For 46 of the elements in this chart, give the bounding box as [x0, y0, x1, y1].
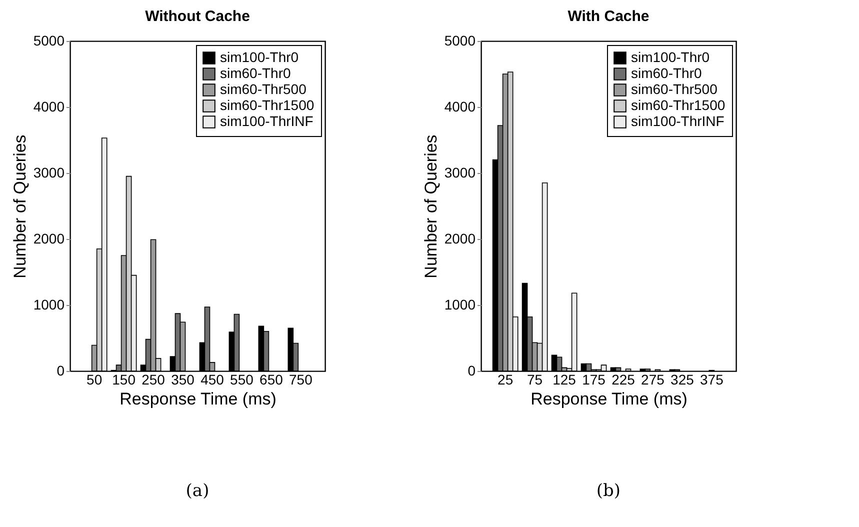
y-axis-title: Number of Queries: [421, 134, 440, 278]
x-tick-label: 50: [86, 372, 102, 388]
x-tick-label: 250: [142, 372, 166, 388]
x-tick-label: 550: [230, 372, 254, 388]
y-tick-label: 4000: [33, 98, 65, 114]
y-tick-label: 1000: [33, 296, 65, 312]
legend-label: sim100-ThrINF: [220, 113, 314, 129]
x-tick-label: 450: [200, 372, 224, 388]
y-tick-label: 3000: [33, 164, 65, 180]
x-tick-label: 650: [260, 372, 284, 388]
x-tick-label: 275: [641, 372, 665, 388]
x-tick-label: 175: [582, 372, 606, 388]
chart-title: With Cache: [568, 8, 650, 25]
y-tick-label: 0: [56, 362, 65, 378]
legend-label: sim60-Thr1500: [220, 97, 314, 113]
text: (b): [596, 481, 621, 501]
x-axis-title: Response Time (ms): [120, 390, 276, 408]
y-tick-label: 1000: [444, 296, 476, 312]
x-tick-label: 350: [171, 372, 195, 388]
chart-title: Without Cache: [145, 8, 250, 25]
y-tick-label: 5000: [33, 32, 65, 48]
x-tick-label: 375: [700, 372, 724, 388]
y-axis-title: Number of Queries: [10, 134, 30, 278]
x-tick-label: 750: [289, 372, 313, 388]
text: (a): [186, 481, 210, 501]
legend-label: sim60-Thr1500: [631, 97, 726, 113]
legend-label: sim60-Thr500: [631, 81, 718, 97]
legend-label: sim100-Thr0: [220, 49, 299, 65]
y-tick-label: 4000: [444, 98, 476, 114]
x-tick-label: 325: [670, 372, 694, 388]
legend-label: sim60-Thr0: [631, 65, 702, 81]
legend-label: sim60-Thr0: [220, 65, 292, 81]
legend-label: sim60-Thr500: [220, 81, 307, 97]
x-tick-label: 25: [498, 372, 514, 388]
x-tick-label: 125: [552, 372, 576, 388]
y-tick-label: 5000: [444, 32, 476, 48]
x-tick-label: 225: [612, 372, 636, 388]
legend-label: sim100-Thr0: [631, 49, 710, 65]
legend-label: sim100-ThrINF: [631, 113, 724, 129]
x-tick-label: 75: [527, 372, 543, 388]
y-tick-label: 2000: [444, 230, 476, 246]
x-axis-title: Response Time (ms): [530, 390, 688, 408]
y-tick-label: 0: [468, 362, 476, 378]
x-tick-label: 150: [112, 372, 136, 388]
y-tick-label: 3000: [444, 164, 476, 180]
y-tick-label: 2000: [33, 230, 65, 246]
